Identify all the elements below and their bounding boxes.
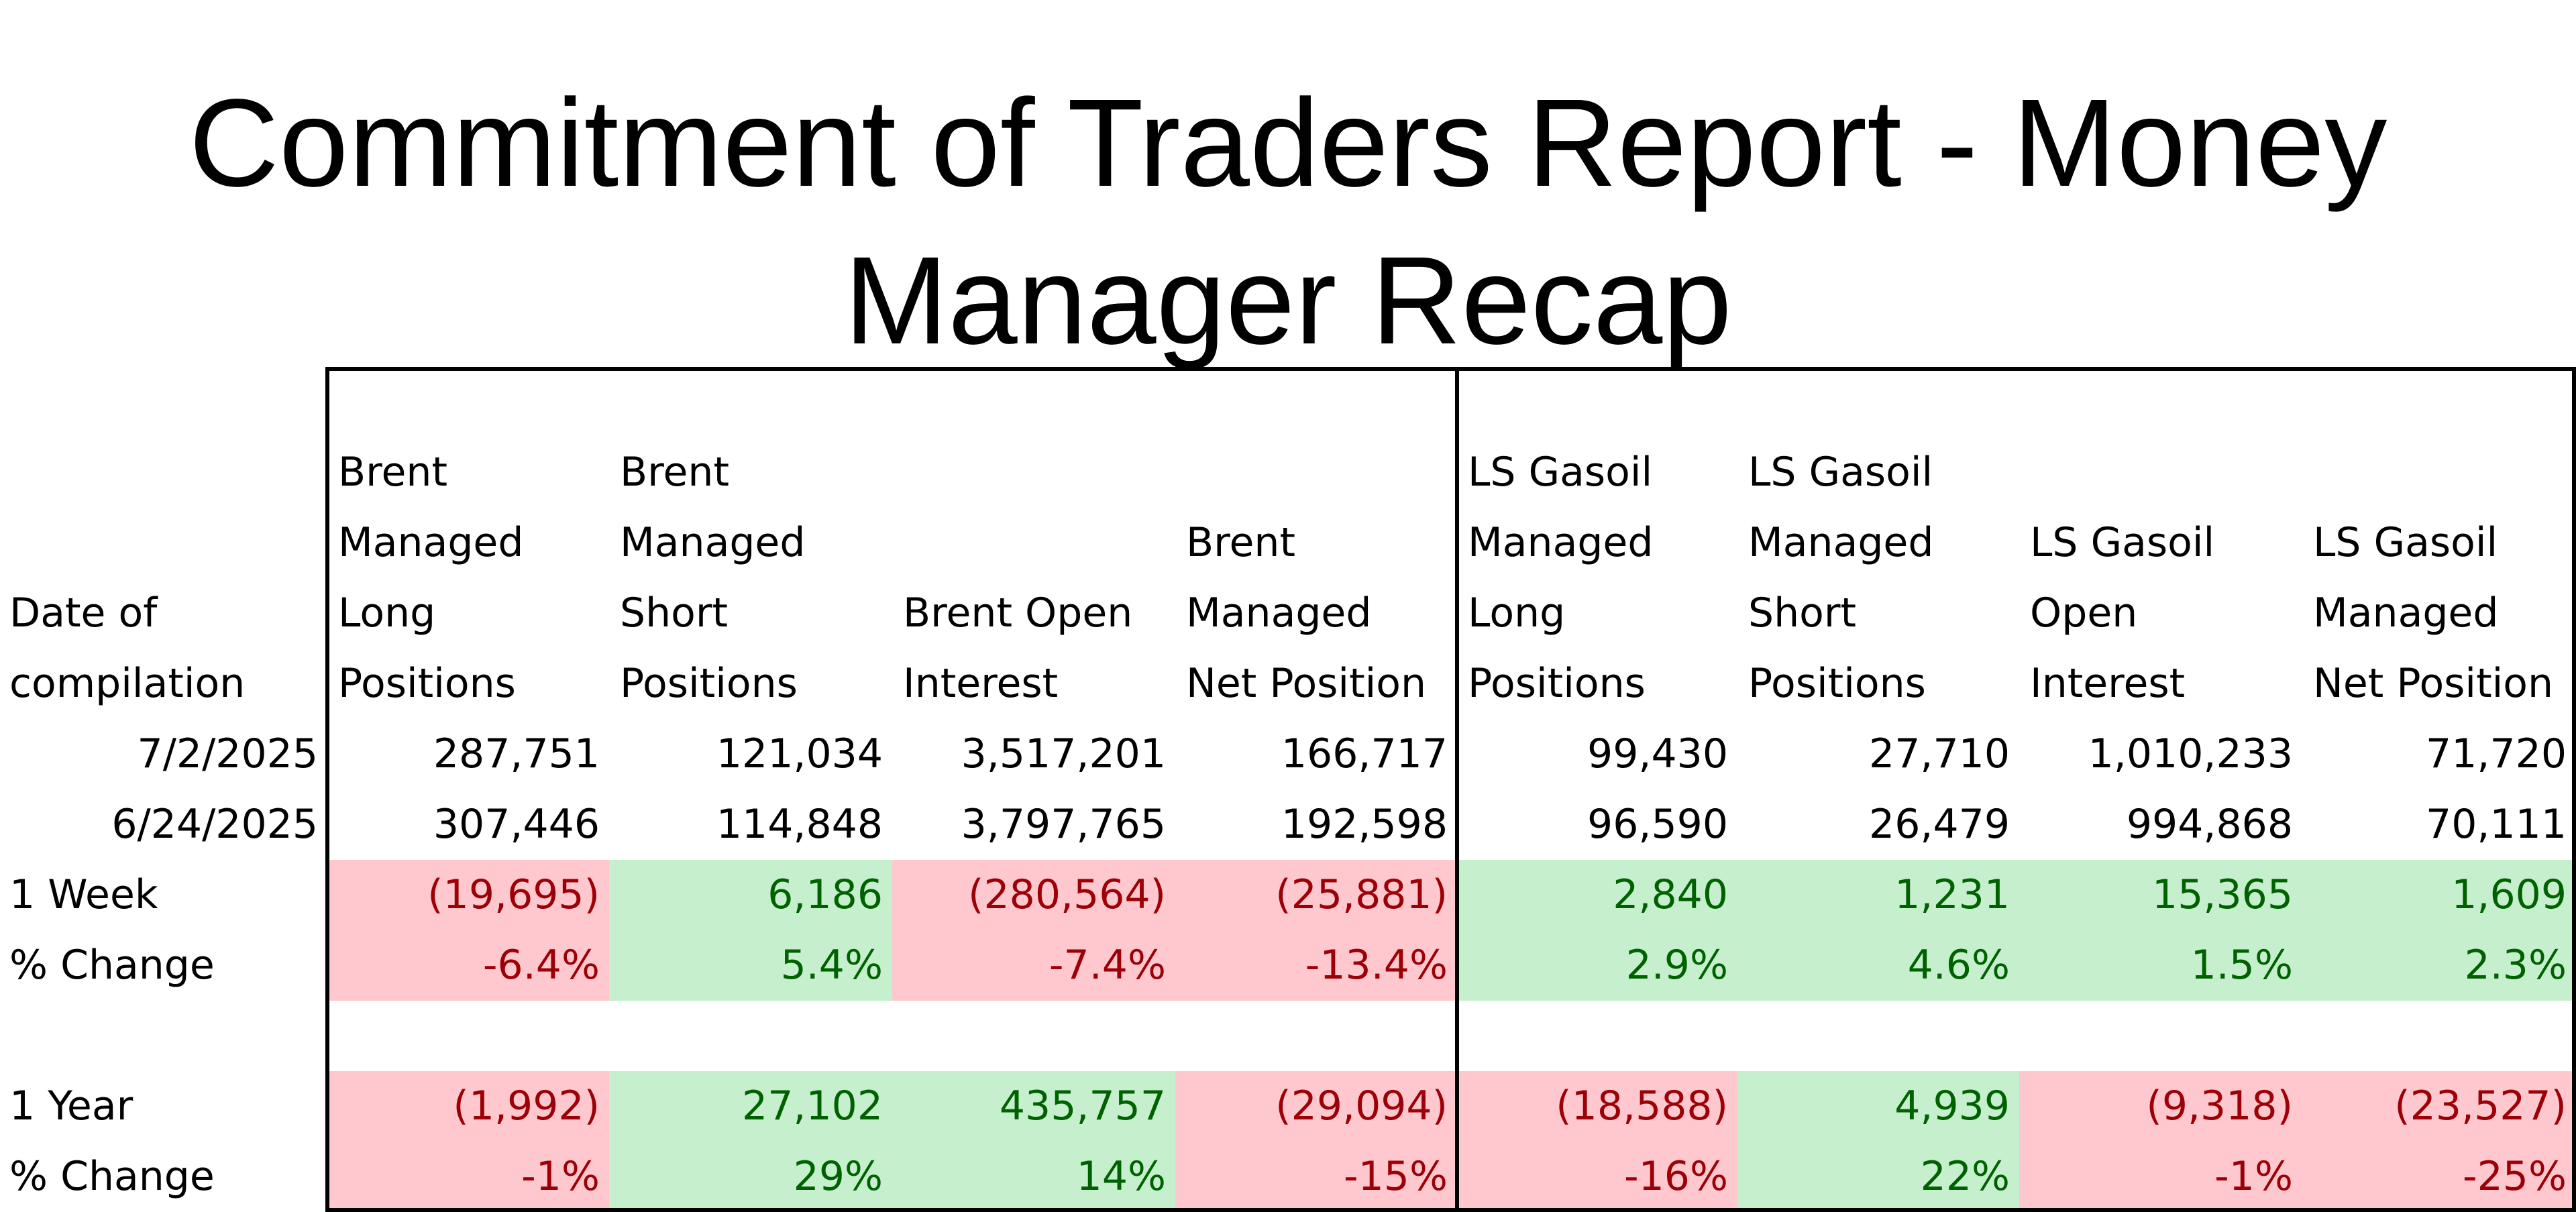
table-cell: 6,186 bbox=[609, 860, 892, 930]
column-header: Brent Open Interest bbox=[903, 590, 1133, 707]
table-cell: -16% bbox=[1457, 1142, 1737, 1212]
title-line-1: Commitment of Traders Report - Money bbox=[189, 74, 2387, 213]
table-cell: 1,231 bbox=[1737, 860, 2019, 930]
table-cell: 166,717 bbox=[1281, 730, 1448, 777]
column-header: Brent Managed Long Positions bbox=[338, 449, 524, 707]
header-date-label: Date of compilation bbox=[9, 590, 246, 707]
table-cell: -15% bbox=[1175, 1142, 1457, 1212]
table-cell: -13.4% bbox=[1175, 930, 1457, 1001]
table-cell: 70,111 bbox=[2426, 801, 2567, 848]
table-cell: 2,840 bbox=[1457, 860, 1737, 930]
table-cell: 307,446 bbox=[433, 801, 600, 848]
table-cell: 2.3% bbox=[2302, 930, 2576, 1001]
table-cell: 96,590 bbox=[1587, 801, 1728, 848]
column-header: LS Gasoil Managed Short Positions bbox=[1748, 449, 1934, 707]
table-cell: (25,881) bbox=[1175, 860, 1457, 930]
table-cell: 1.5% bbox=[2019, 930, 2302, 1001]
column-header: Brent Managed Net Position bbox=[1186, 519, 1427, 707]
row-label: 1 Year bbox=[9, 1083, 133, 1130]
report-title: Commitment of Traders Report - Money Man… bbox=[0, 64, 2576, 380]
table-cell: 14% bbox=[892, 1142, 1175, 1212]
table-cell: 121,034 bbox=[716, 730, 883, 777]
table-cell: 27,710 bbox=[1869, 730, 2010, 777]
column-header: LS Gasoil Managed Net Position bbox=[2313, 519, 2554, 707]
table-cell: 29% bbox=[609, 1142, 892, 1212]
table-cell: 114,848 bbox=[716, 801, 883, 848]
table-cell: -7.4% bbox=[892, 930, 1175, 1001]
column-header: Brent Managed Short Positions bbox=[620, 449, 806, 707]
table-cell: (18,588) bbox=[1457, 1071, 1737, 1142]
row-label: % Change bbox=[9, 942, 215, 989]
column-header: LS Gasoil Open Interest bbox=[2030, 519, 2215, 707]
table-cell: 5.4% bbox=[609, 930, 892, 1001]
table-cell: 3,797,765 bbox=[961, 801, 1166, 848]
table-cell: (19,695) bbox=[327, 860, 609, 930]
table-cell: 22% bbox=[1737, 1142, 2019, 1212]
table-cell: -25% bbox=[2302, 1142, 2576, 1212]
table-cell: -1% bbox=[327, 1142, 609, 1212]
column-header: LS Gasoil Managed Long Positions bbox=[1468, 449, 1654, 707]
table-cell: (1,992) bbox=[327, 1071, 609, 1142]
table-cell: 1,010,233 bbox=[2088, 730, 2293, 777]
table-cell: 287,751 bbox=[433, 730, 600, 777]
table-cell: 994,868 bbox=[2126, 801, 2293, 848]
row-label: 6/24/2025 bbox=[111, 801, 318, 848]
table-cell: (280,564) bbox=[892, 860, 1175, 930]
table-cell: 15,365 bbox=[2019, 860, 2302, 930]
table-cell: 2.9% bbox=[1457, 930, 1737, 1001]
table-cell: 27,102 bbox=[609, 1071, 892, 1142]
table-cell: 1,609 bbox=[2302, 860, 2576, 930]
row-label: 7/2/2025 bbox=[137, 730, 318, 777]
row-label: 1 Week bbox=[9, 871, 158, 918]
table-cell: 3,517,201 bbox=[961, 730, 1166, 777]
table-cell: 26,479 bbox=[1869, 801, 2010, 848]
table-cell: (29,094) bbox=[1175, 1071, 1457, 1142]
table-cell: 4.6% bbox=[1737, 930, 2019, 1001]
title-line-2: Manager Recap bbox=[844, 231, 1732, 370]
table-cell: (9,318) bbox=[2019, 1071, 2302, 1142]
table-cell: -1% bbox=[2019, 1142, 2302, 1212]
row-label: % Change bbox=[9, 1153, 215, 1200]
table-cell: 4,939 bbox=[1737, 1071, 2019, 1142]
table-cell: 435,757 bbox=[892, 1071, 1175, 1142]
table-cell: -6.4% bbox=[327, 930, 609, 1001]
table-cell: 99,430 bbox=[1587, 730, 1728, 777]
table-cell: 192,598 bbox=[1281, 801, 1448, 848]
table-cell: (23,527) bbox=[2302, 1071, 2576, 1142]
table-cell: 71,720 bbox=[2426, 730, 2567, 777]
